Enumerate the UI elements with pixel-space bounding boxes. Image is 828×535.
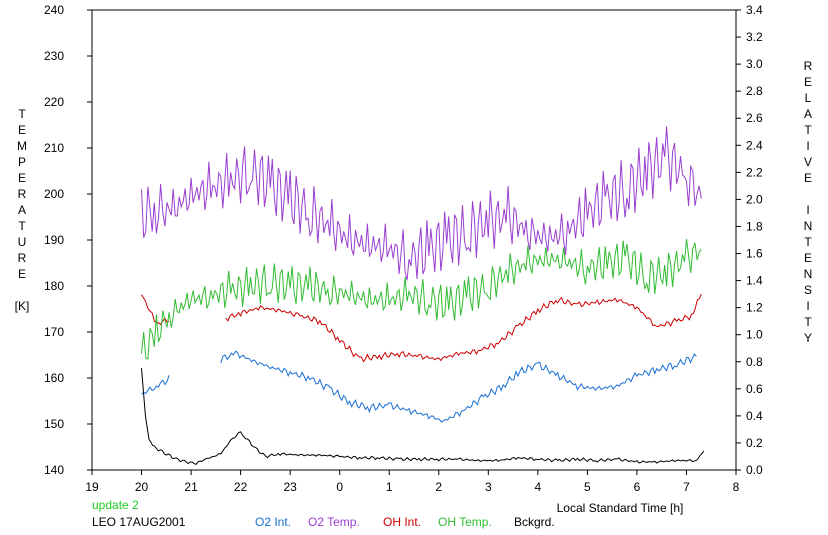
left-title-letter: E xyxy=(18,171,26,185)
right-title-letter: L xyxy=(805,91,812,105)
right-tick-label: 0.8 xyxy=(746,355,763,369)
update-label: update 2 xyxy=(92,498,139,512)
series-line-bckgrd- xyxy=(141,368,705,466)
right-tick-label: 0.2 xyxy=(746,436,763,450)
left-title-letter: T xyxy=(18,219,26,233)
x-tick-label: 0 xyxy=(336,480,343,494)
x-tick-label: 6 xyxy=(634,480,641,494)
right-title-letter: T xyxy=(804,315,812,329)
right-title-letter: E xyxy=(804,251,812,265)
right-tick-label: 0.0 xyxy=(746,463,763,477)
legend-entry: OH Int. xyxy=(383,515,421,529)
right-title-letter: A xyxy=(804,107,812,121)
left-title-letter: A xyxy=(18,203,26,217)
left-axis: 140 150 160 170 180 190 200 210 220 230 240 xyxy=(44,3,92,477)
x-tick-label: 19 xyxy=(85,480,99,494)
right-tick-label: 3.4 xyxy=(746,3,763,17)
right-tick-label: 1.0 xyxy=(746,328,763,342)
left-tick-label: 180 xyxy=(44,279,64,293)
legend: O2 Int. O2 Temp. OH Int. OH Temp. Bckgrd. xyxy=(255,515,555,529)
x-tick-label: 1 xyxy=(386,480,393,494)
left-tick-label: 150 xyxy=(44,417,64,431)
left-tick-label: 190 xyxy=(44,233,64,247)
left-title-letter: R xyxy=(18,187,27,201)
x-tick-label: 7 xyxy=(683,480,690,494)
x-tick-label: 3 xyxy=(485,480,492,494)
left-tick-label: 230 xyxy=(44,49,64,63)
x-tick-label: 21 xyxy=(184,480,198,494)
plot-border xyxy=(91,9,737,471)
left-title-letter: R xyxy=(18,251,27,265)
legend-entry: OH Temp. xyxy=(438,515,492,529)
left-title-letter: U xyxy=(18,235,27,249)
plot-frame xyxy=(91,9,737,471)
right-tick-label: 2.6 xyxy=(746,111,763,125)
x-axis-title: Local Standard Time [h] xyxy=(557,501,684,515)
right-tick-label: 1.4 xyxy=(746,274,763,288)
right-title-letter: E xyxy=(804,171,812,185)
x-axis: 19 20 21 22 23 0 1 2 3 4 5 6 7 8 xyxy=(85,470,740,494)
x-tick-label: 23 xyxy=(283,480,297,494)
station-date-label: LEO 17AUG2001 xyxy=(92,515,186,529)
right-tick-label: 2.2 xyxy=(746,165,763,179)
legend-entry: Bckgrd. xyxy=(514,515,555,529)
left-tick-label: 200 xyxy=(44,187,64,201)
x-tick-label: 20 xyxy=(135,480,149,494)
right-tick-label: 2.8 xyxy=(746,84,763,98)
right-tick-label: 1.8 xyxy=(746,219,763,233)
left-tick-label: 220 xyxy=(44,95,64,109)
x-tick-label: 8 xyxy=(733,480,740,494)
right-title-letter: S xyxy=(804,283,812,297)
right-title-letter: T xyxy=(804,235,812,249)
right-title-letter: E xyxy=(804,75,812,89)
series-layer xyxy=(141,126,705,466)
legend-entry: O2 Temp. xyxy=(308,515,360,529)
series-line-oh-int- xyxy=(225,293,702,363)
right-title-letter: R xyxy=(804,59,813,73)
legend-entry: O2 Int. xyxy=(255,515,291,529)
right-title-letter: Y xyxy=(804,331,812,345)
right-tick-label: 0.6 xyxy=(746,382,763,396)
left-tick-label: 170 xyxy=(44,325,64,339)
left-tick-label: 140 xyxy=(44,463,64,477)
right-title-letter: N xyxy=(804,219,813,233)
left-title-letter: E xyxy=(18,267,26,281)
series-line-o2-int- xyxy=(141,375,170,395)
x-tick-label: 2 xyxy=(435,480,442,494)
left-tick-label: 210 xyxy=(44,141,64,155)
left-title-letter: E xyxy=(18,123,26,137)
right-title-letter: I xyxy=(806,139,809,153)
x-tick-label: 5 xyxy=(584,480,591,494)
series-line-o2-temp- xyxy=(141,126,702,281)
left-tick-label: 160 xyxy=(44,371,64,385)
series-line-o2-int- xyxy=(220,350,697,423)
right-title-letter: T xyxy=(804,123,812,137)
right-title-letter: N xyxy=(804,267,813,281)
right-tick-label: 1.2 xyxy=(746,301,763,315)
series-line-oh-temp- xyxy=(141,239,702,360)
right-tick-label: 3.0 xyxy=(746,57,763,71)
right-axis: 0.0 0.2 0.4 0.6 0.8 1.0 1.2 1.4 1.6 1.8 2.0 2.2 2.4 2… xyxy=(736,3,763,477)
right-title-letter: I xyxy=(806,203,809,217)
right-title-letter: V xyxy=(804,155,812,169)
left-title-letter: [K] xyxy=(15,299,30,313)
x-tick-label: 4 xyxy=(535,480,542,494)
right-tick-label: 2.4 xyxy=(746,138,763,152)
left-title-letter: P xyxy=(18,155,26,169)
x-tick-label: 22 xyxy=(234,480,248,494)
left-tick-label: 240 xyxy=(44,3,64,17)
left-title-letter: T xyxy=(18,107,26,121)
left-title-letter: M xyxy=(17,139,27,153)
right-tick-label: 3.2 xyxy=(746,30,763,44)
right-title-letter: I xyxy=(806,299,809,313)
right-tick-label: 2.0 xyxy=(746,192,763,206)
right-tick-label: 1.6 xyxy=(746,247,763,261)
right-tick-label: 0.4 xyxy=(746,409,763,423)
